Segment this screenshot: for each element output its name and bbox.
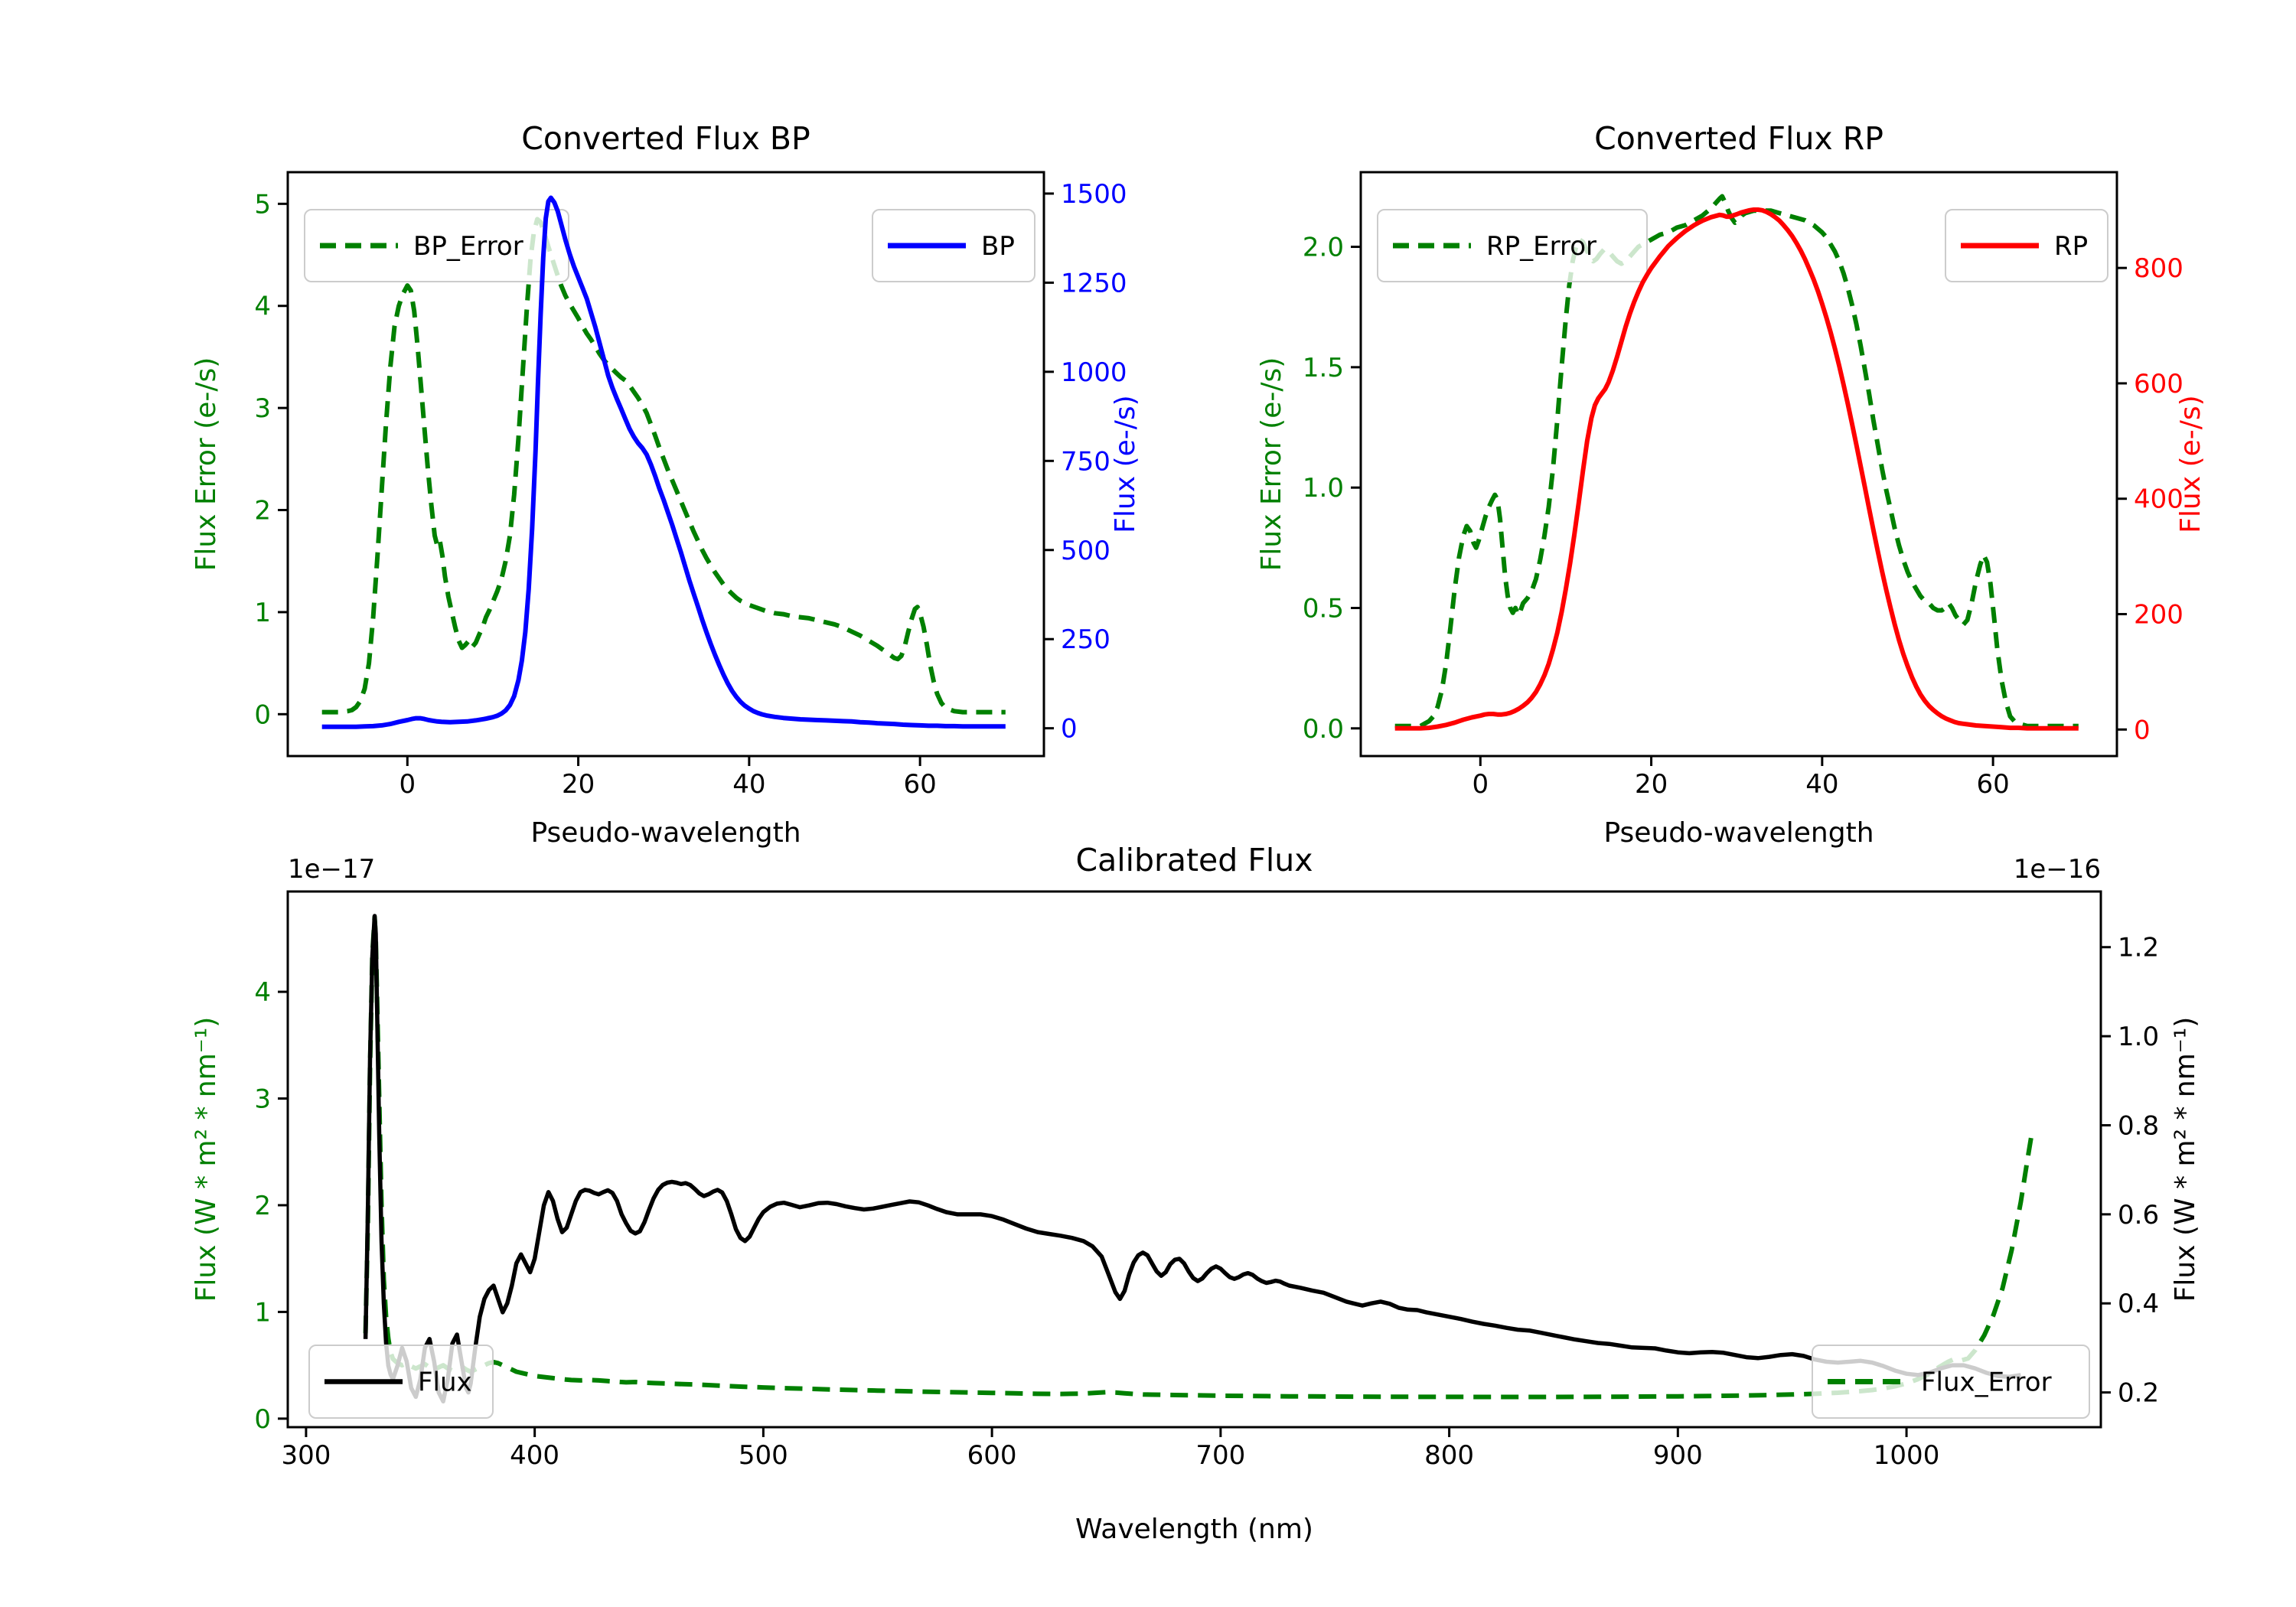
y-tick-label-right: 800 <box>2134 253 2183 284</box>
y-tick-label-right: 0 <box>1061 714 1078 745</box>
plot-title: Converted Flux RP <box>1594 120 1883 157</box>
y-tick-label-right: 1.2 <box>2118 933 2159 963</box>
x-tick-label: 400 <box>510 1440 559 1471</box>
y-tick-label-left: 2.0 <box>1303 233 1344 263</box>
y-tick-label-left: 5 <box>254 189 271 220</box>
y-axis-label-left: Flux Error (e-/s) <box>1256 357 1287 572</box>
axes-frame <box>1359 171 2118 758</box>
y-tick-label-left: 4 <box>254 977 271 1008</box>
x-tick-label: 1000 <box>1874 1440 1940 1471</box>
x-axis-label: Pseudo-wavelength <box>530 817 801 849</box>
x-tick-label: 500 <box>739 1440 788 1471</box>
legend-box-rp_error <box>1377 209 1648 282</box>
x-axis-label: Pseudo-wavelength <box>1603 817 1874 849</box>
legend-label-rp: RP <box>2054 231 2088 262</box>
y-axis-label-left: Flux Error (e-/s) <box>191 357 222 572</box>
y-tick-label-right: 0.2 <box>2118 1378 2159 1409</box>
series-bp-line <box>321 195 1006 729</box>
y-tick-label-left: 0 <box>254 699 271 730</box>
y-axis-offset-left: 1e−17 <box>288 854 375 885</box>
y-tick-label-right: 1000 <box>1061 357 1127 388</box>
y-tick-label-left: 2 <box>254 1191 271 1221</box>
legend-label-bp_error: BP_Error <box>413 231 523 262</box>
y-tick-label-right: 1500 <box>1061 179 1127 210</box>
x-tick-label: 0 <box>399 769 416 800</box>
x-tick-label: 0 <box>1472 769 1489 800</box>
y-tick-label-left: 1 <box>254 598 271 628</box>
series-bp_error-line <box>321 217 1006 715</box>
y-tick-label-right: 0.4 <box>2118 1289 2159 1319</box>
y-axis-label-right: Flux (W * m² * nm⁻¹) <box>2170 1017 2201 1302</box>
y-tick-label-left: 3 <box>254 1084 271 1115</box>
axes-frame <box>286 890 2102 1429</box>
y-tick-label-left: 1 <box>254 1297 271 1328</box>
plot-title: Calibrated Flux <box>1075 842 1313 878</box>
x-tick-label: 700 <box>1195 1440 1245 1471</box>
y-tick-label-right: 750 <box>1061 446 1110 477</box>
y-tick-label-right: 250 <box>1061 624 1110 655</box>
y-tick-label-right: 0.6 <box>2118 1200 2159 1231</box>
x-tick-label: 20 <box>1635 769 1668 800</box>
y-tick-label-left: 0 <box>254 1404 271 1435</box>
y-tick-label-right: 0 <box>2134 715 2151 745</box>
x-tick-label: 800 <box>1424 1440 1474 1471</box>
y-tick-label-right: 400 <box>2134 484 2183 515</box>
axes-frame <box>286 171 1045 758</box>
y-axis-label-left: Flux (W * m² * nm⁻¹) <box>191 1017 222 1302</box>
legend-label-bp: BP <box>981 231 1015 262</box>
plot-converted-flux-rp: 0 20 40 60 0.0 0.5 1.0 1.5 2.0 0 200 400 600 800 Conve… <box>1256 120 2206 849</box>
legend-label-flux_error: Flux_Error <box>1921 1367 2052 1398</box>
y-tick-label-right: 1250 <box>1061 268 1127 298</box>
y-tick-label-left: 2 <box>254 496 271 526</box>
y-tick-label-left: 0.0 <box>1303 714 1344 745</box>
x-tick-label: 60 <box>1976 769 2009 800</box>
x-axis-label: Wavelength (nm) <box>1075 1514 1313 1545</box>
y-tick-label-left: 3 <box>254 393 271 424</box>
x-tick-label: 40 <box>732 769 765 800</box>
x-tick-label: 20 <box>562 769 595 800</box>
series-rp-line <box>1394 207 2079 731</box>
plot-converted-flux-bp: 0 20 40 60 0 1 2 3 4 5 0 250 500 750 1000 1250 1500 Conve… <box>191 120 1141 849</box>
x-tick-label: 60 <box>903 769 936 800</box>
series-rp_error-line <box>1394 194 2079 729</box>
legend-label-flux: Flux <box>418 1367 472 1398</box>
y-axis-offset-right: 1e−16 <box>2014 854 2101 885</box>
y-tick-label-left: 0.5 <box>1303 593 1344 624</box>
y-axis-label-right: Flux (e-/s) <box>1110 395 1141 533</box>
y-tick-label-right: 0.8 <box>2118 1110 2159 1141</box>
x-tick-label: 900 <box>1653 1440 1703 1471</box>
y-tick-label-right: 200 <box>2134 600 2183 631</box>
y-tick-label-left: 1.5 <box>1303 353 1344 383</box>
x-tick-label: 600 <box>967 1440 1017 1471</box>
series-flux-line <box>363 914 2021 1404</box>
plot-title: Converted Flux BP <box>521 120 810 157</box>
x-tick-label: 300 <box>281 1440 331 1471</box>
y-tick-label-right: 1.0 <box>2118 1022 2159 1052</box>
plot-calibrated-flux: 300 400 500 600 700 800 900 1000 0 1 2 3 4 0.2 0.4 0.6 0… <box>191 842 2201 1545</box>
y-tick-label-left: 1.0 <box>1303 473 1344 504</box>
series-flux_error-line <box>363 914 2035 1400</box>
y-axis-label-right: Flux (e-/s) <box>2175 395 2206 533</box>
legend-box-flux_error <box>1812 1345 2090 1419</box>
x-tick-label: 40 <box>1805 769 1838 800</box>
y-tick-label-right: 600 <box>2134 369 2183 399</box>
y-tick-label-left: 4 <box>254 292 271 322</box>
legend-label-rp_error: RP_Error <box>1486 231 1596 262</box>
y-tick-label-right: 500 <box>1061 536 1110 566</box>
